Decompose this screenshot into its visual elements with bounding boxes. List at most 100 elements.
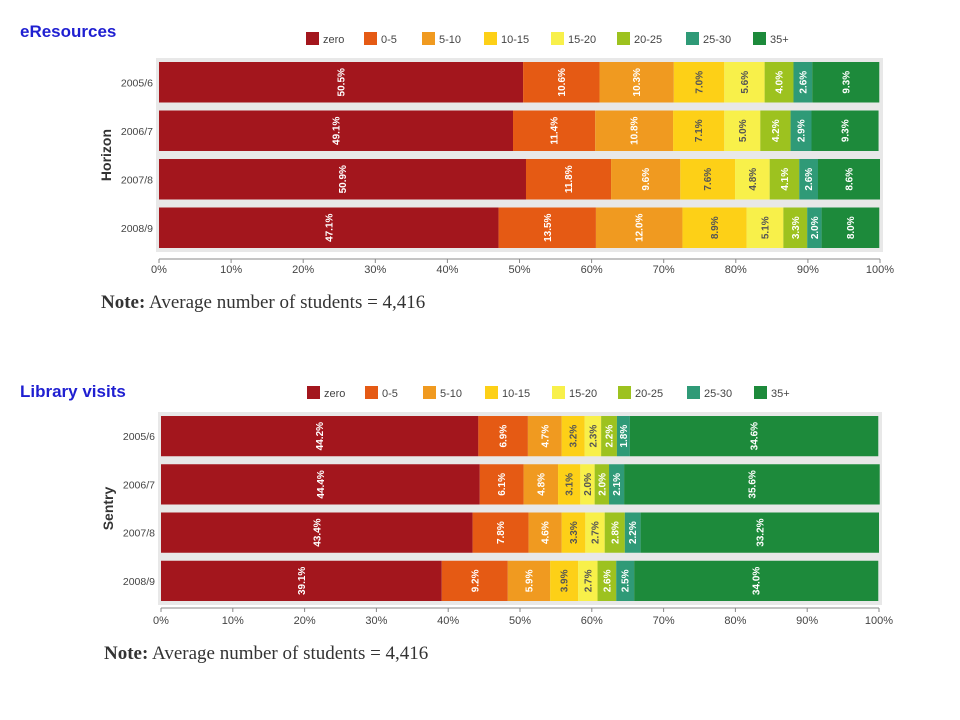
- data-label-2006-7-zero: 49.1%: [332, 116, 343, 144]
- data-label-2006-7-25-30: 2.9%: [797, 119, 808, 142]
- bar-2005-6-35: [812, 62, 880, 103]
- data-label-2007-8-0-5: 7.8%: [496, 521, 507, 544]
- bar-2008-9-20-25: [597, 560, 617, 601]
- data-label-2005-6-0-5: 6.9%: [499, 425, 510, 448]
- bar-2007-8-20-25: [604, 512, 625, 553]
- data-label-2006-7-zero: 44.4%: [316, 470, 327, 498]
- legend-label-zero: zero: [323, 34, 344, 46]
- section-title-eresources: eResources: [20, 22, 117, 41]
- data-label-2008-9-15-20: 2.7%: [583, 569, 594, 592]
- bar-2008-9-15-20: [578, 560, 598, 601]
- data-label-2005-6-15-20: 5.6%: [740, 71, 751, 94]
- legend-swatch-20-25: [617, 32, 630, 45]
- x-tick-label-20: 20%: [294, 615, 316, 627]
- data-label-2006-7-10-15: 3.1%: [565, 473, 576, 496]
- data-label-2005-6-5-10: 4.7%: [540, 425, 551, 448]
- category-label-2008-9: 2008/9: [121, 223, 153, 235]
- bar-2008-9-0-5: [498, 207, 596, 248]
- data-label-2005-6-10-15: 7.0%: [695, 71, 706, 94]
- data-label-2008-9-5-10: 5.9%: [524, 569, 535, 592]
- bar-2006-7-20-25: [760, 110, 791, 151]
- bar-2007-8-15-20: [735, 159, 770, 200]
- x-tick-label-100: 100%: [866, 264, 894, 276]
- bar-2006-7-5-10: [523, 464, 559, 505]
- x-tick-label-90: 90%: [796, 615, 818, 627]
- x-tick-label-40: 40%: [437, 615, 459, 627]
- bar-2006-7-5-10: [595, 110, 674, 151]
- legend-swatch-zero: [306, 32, 319, 45]
- legend-swatch-25-30: [686, 32, 699, 45]
- bar-2006-7-25-30: [609, 464, 625, 505]
- bar-2007-8-zero: [161, 512, 473, 553]
- data-label-2005-6-10-15: 3.2%: [569, 425, 580, 448]
- bar-2006-7-25-30: [790, 110, 812, 151]
- data-label-2007-8-10-15: 3.3%: [569, 521, 580, 544]
- category-label-2005-6: 2005/6: [123, 431, 155, 443]
- legend-label-20-25: 20-25: [635, 388, 663, 400]
- data-label-2008-9-0-5: 13.5%: [543, 213, 554, 241]
- x-tick-label-30: 30%: [365, 615, 387, 627]
- x-tick-label-30: 30%: [364, 264, 386, 276]
- legend-swatch-zero: [307, 386, 320, 399]
- legend-label-0-5: 0-5: [381, 34, 397, 46]
- note-library-visits: Note: Average number of students = 4,416: [104, 643, 428, 665]
- legend-label-15-20: 15-20: [569, 388, 597, 400]
- data-label-2008-9-35: 8.0%: [846, 216, 857, 239]
- data-label-2006-7-5-10: 4.8%: [536, 473, 547, 496]
- bar-2008-9-10-15: [550, 560, 579, 601]
- data-label-2007-8-35: 33.2%: [755, 518, 766, 546]
- data-label-2008-9-25-30: 2.0%: [810, 216, 821, 239]
- legend-swatch-0-5: [365, 386, 378, 399]
- category-label-2005-6: 2005/6: [121, 77, 153, 89]
- bar-2007-8-10-15: [561, 512, 586, 553]
- bar-2006-7-10-15: [673, 110, 725, 151]
- x-tick-label-10: 10%: [220, 264, 242, 276]
- bar-2007-8-10-15: [680, 159, 736, 200]
- bar-2006-7-zero: [159, 110, 514, 151]
- legend-label-0-5: 0-5: [382, 388, 398, 400]
- legend-label-5-10: 5-10: [440, 388, 462, 400]
- data-label-2005-6-35: 34.6%: [750, 422, 761, 450]
- data-label-2005-6-25-30: 2.6%: [798, 71, 809, 94]
- legend-label-35: 35+: [770, 34, 789, 46]
- bar-2006-7-35: [624, 464, 880, 505]
- legend-swatch-15-20: [551, 32, 564, 45]
- bar-2006-7-15-20: [724, 110, 761, 151]
- data-label-2007-8-25-30: 2.2%: [628, 521, 639, 544]
- bar-2005-6-10-15: [673, 62, 725, 103]
- legend-label-35: 35+: [771, 388, 790, 400]
- data-label-2008-9-zero: 39.1%: [297, 567, 308, 595]
- x-tick-label-20: 20%: [292, 264, 314, 276]
- x-tick-label-70: 70%: [653, 264, 675, 276]
- bar-2005-6-15-20: [724, 62, 765, 103]
- bar-2007-8-35: [640, 512, 879, 553]
- data-label-2007-8-25-30: 2.6%: [804, 168, 815, 191]
- bar-2008-9-5-10: [507, 560, 551, 601]
- legend-swatch-5-10: [423, 386, 436, 399]
- bar-2005-6-20-25: [601, 416, 617, 457]
- bar-2007-8-25-30: [799, 159, 818, 200]
- data-label-2006-7-0-5: 11.4%: [550, 117, 561, 145]
- chart-eresources: zero 0-5 5-10 10-15 15-20 20-25 25-30 35+ 2005/6…: [98, 32, 894, 276]
- data-label-2007-8-15-20: 2.7%: [591, 521, 602, 544]
- legend-swatch-5-10: [422, 32, 435, 45]
- data-label-2007-8-0-5: 11.8%: [564, 165, 575, 193]
- legend-label-5-10: 5-10: [439, 34, 461, 46]
- note-eresources: Note: Average number of students = 4,416: [101, 292, 425, 314]
- x-tick-label-100: 100%: [865, 615, 893, 627]
- category-label-2006-7: 2006/7: [123, 479, 155, 491]
- data-label-2006-7-20-25: 2.0%: [597, 473, 608, 496]
- data-label-2007-8-20-25: 2.8%: [610, 521, 621, 544]
- bar-2008-9-5-10: [595, 207, 683, 248]
- category-label-2008-9: 2008/9: [123, 576, 155, 588]
- category-label-2007-8: 2007/8: [121, 174, 153, 186]
- data-label-2005-6-5-10: 10.3%: [632, 68, 643, 96]
- note-text: Average number of students = 4,416: [145, 292, 426, 313]
- bar-2007-8-5-10: [611, 159, 681, 200]
- data-label-2006-7-0-5: 6.1%: [497, 473, 508, 496]
- bar-2006-7-20-25: [594, 464, 610, 505]
- data-label-2007-8-5-10: 9.6%: [641, 168, 652, 191]
- bar-2005-6-5-10: [599, 62, 674, 103]
- bar-2008-9-20-25: [783, 207, 808, 248]
- bar-2006-7-35: [811, 110, 879, 151]
